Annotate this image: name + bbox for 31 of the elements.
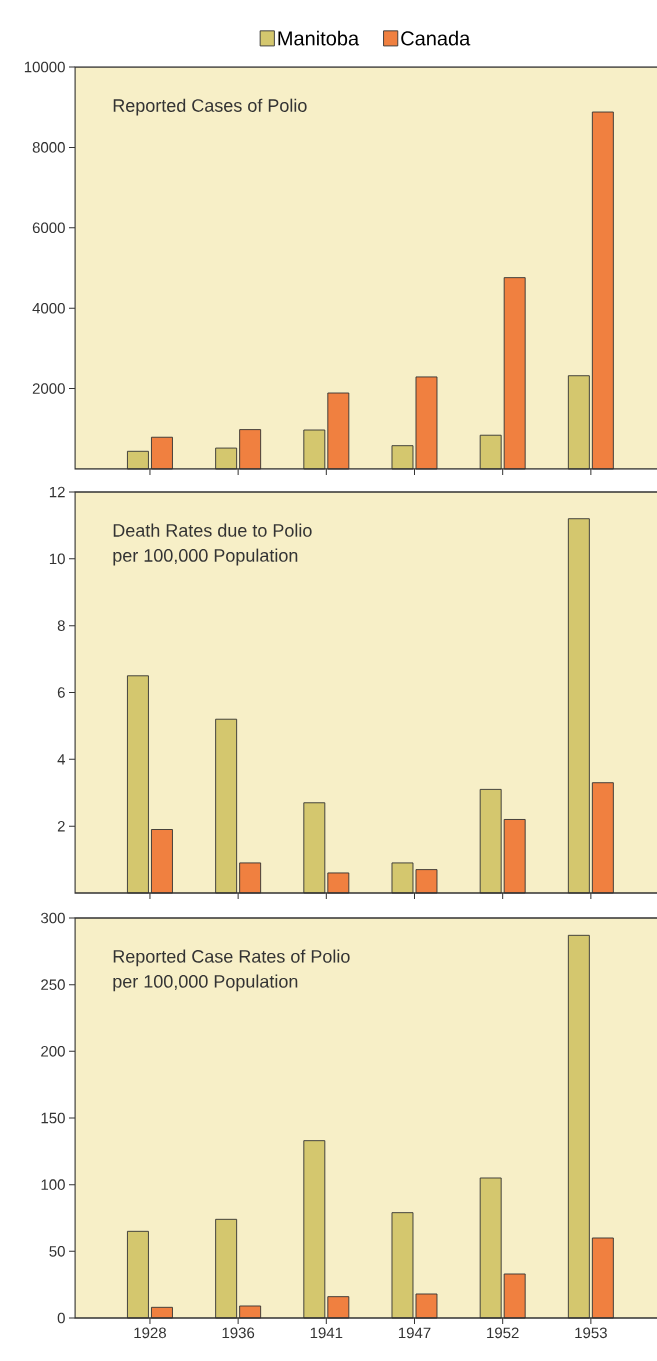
text: Death Rates due to Polio <box>113 523 312 537</box>
y-tick-label: 0 <box>57 1312 65 1324</box>
x-tick-label: 1952 <box>487 1327 519 1339</box>
y-tick-label: 6 <box>57 687 65 698</box>
y-tick-label: 2000 <box>32 383 65 394</box>
y-tick-label: 300 <box>41 912 65 924</box>
y-tick-label: 6000 <box>32 222 65 234</box>
y-tick-label: 10 <box>49 553 65 565</box>
y-tick-label: 8000 <box>32 142 65 153</box>
y-tick-label: 12 <box>49 486 65 498</box>
legend-label: Canada <box>401 30 471 46</box>
text: Reported Cases of Polio <box>113 98 307 116</box>
y-tick-label: 4 <box>57 754 66 765</box>
y-tick-label: 50 <box>49 1246 65 1257</box>
x-tick-label: 1941 <box>310 1327 343 1339</box>
x-tick-label: 1953 <box>575 1327 607 1339</box>
y-tick-label: 250 <box>41 979 65 990</box>
legend-label: Manitoba <box>278 30 360 46</box>
y-tick-label: 2 <box>57 820 65 832</box>
y-tick-label: 4000 <box>32 302 65 314</box>
x-tick-label: 1928 <box>134 1327 166 1339</box>
x-tick-label: 1947 <box>398 1327 431 1339</box>
y-tick-label: 8 <box>57 620 65 631</box>
y-tick-label: 100 <box>41 1179 65 1190</box>
text: per 100,000 Population <box>113 548 298 566</box>
y-tick-label: 10000 <box>24 61 65 73</box>
text: Reported Case Rates of Polio <box>113 949 350 967</box>
y-tick-label: 200 <box>41 1046 65 1057</box>
x-tick-label: 1936 <box>222 1327 255 1339</box>
text: per 100,000 Population <box>113 974 298 992</box>
y-tick-label: 150 <box>41 1112 65 1124</box>
